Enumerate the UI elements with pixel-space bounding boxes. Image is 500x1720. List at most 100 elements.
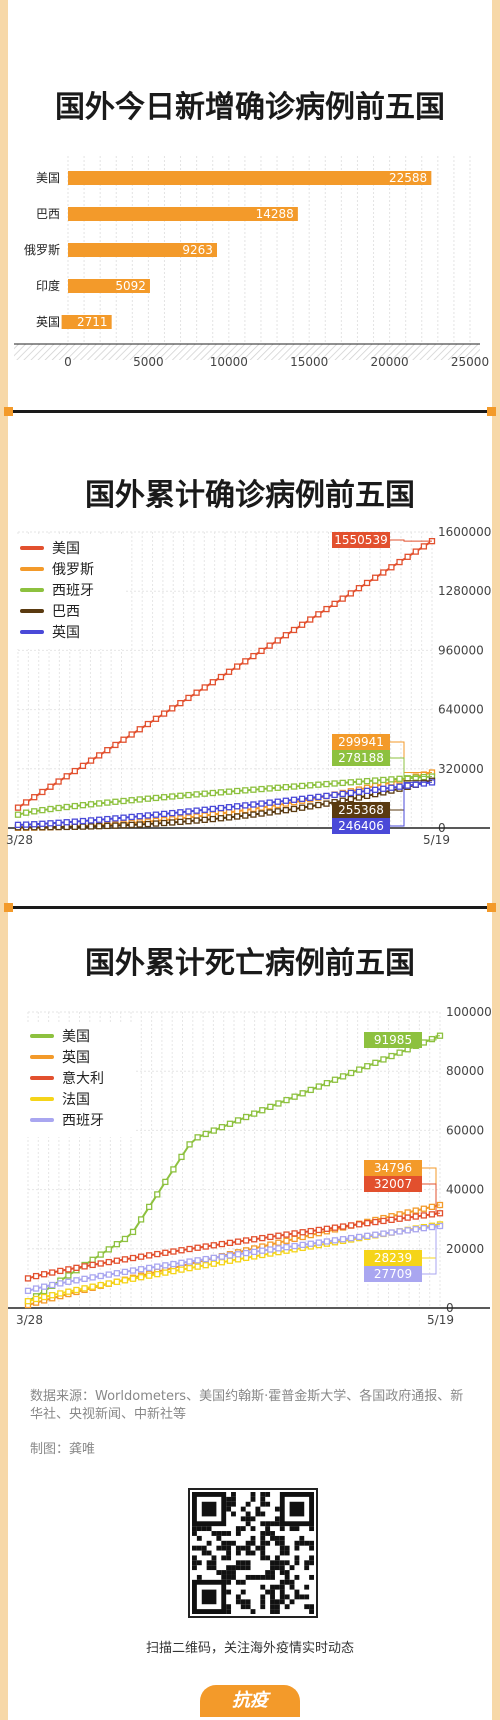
x-tick-label: 5000: [133, 355, 164, 369]
qr-finder-inner: [201, 1589, 217, 1605]
series-point: [267, 1246, 274, 1253]
x-tick-label-end: 5/19: [427, 1313, 454, 1327]
end-label-box: [364, 1032, 422, 1048]
end-label-value: 278188: [338, 751, 384, 765]
series-point: [234, 787, 241, 795]
end-label-leader: [390, 741, 432, 774]
series-point: [323, 605, 330, 613]
series-point: [144, 812, 152, 819]
end-label-value: 1550539: [334, 533, 387, 547]
series-point: [31, 794, 38, 801]
series-point: [347, 1234, 355, 1242]
qr-module: [226, 1545, 232, 1551]
qr-module: [255, 1506, 261, 1512]
series-point: [363, 777, 371, 785]
series-point: [396, 1228, 403, 1235]
series-point: [283, 1237, 290, 1244]
series-point: [63, 819, 70, 826]
qr-module: [304, 1560, 310, 1566]
series-point: [331, 1237, 339, 1244]
series-point: [380, 1056, 387, 1063]
series-point: [209, 679, 216, 686]
series-point: [14, 804, 22, 811]
qr-module: [274, 1540, 280, 1546]
qr-module: [192, 1555, 197, 1561]
chart2-title: 国外累计确诊病例前五国: [85, 478, 415, 513]
chart3-title: 国外累计死亡病例前五国: [85, 946, 415, 981]
series-point: [259, 1107, 266, 1114]
qr-module: [226, 1496, 232, 1502]
series-point: [420, 1224, 427, 1232]
series-point: [258, 647, 265, 655]
qr-module: [226, 1550, 232, 1556]
qr-module: [294, 1574, 300, 1580]
series-point: [331, 791, 338, 799]
qr-module: [279, 1589, 285, 1595]
qr-module: [260, 1599, 266, 1605]
series-point: [282, 632, 290, 639]
series-point: [242, 802, 249, 809]
qr-module: [235, 1531, 241, 1536]
qr-module: [231, 1501, 236, 1507]
series-point: [144, 820, 152, 828]
end-label-value: 255368: [338, 803, 384, 817]
y-tick-label: 80000: [446, 1064, 484, 1078]
series-point: [355, 585, 363, 592]
series-point: [412, 774, 419, 781]
series-point: [32, 1285, 40, 1292]
series-point: [283, 1096, 290, 1104]
y-tick-label: 320000: [438, 762, 484, 776]
series-point: [113, 1257, 121, 1264]
series-point: [169, 819, 176, 826]
axis-band: [14, 344, 480, 360]
qr-module: [274, 1506, 280, 1512]
series-point: [291, 1093, 298, 1100]
series-point: [234, 1251, 242, 1258]
qr-module: [245, 1574, 251, 1580]
qr-module: [309, 1574, 314, 1580]
qr-module: [289, 1565, 295, 1571]
qr-module: [240, 1526, 246, 1532]
qr-module: [274, 1565, 280, 1571]
series-point: [81, 1285, 88, 1292]
qr-module: [284, 1579, 290, 1585]
series-point: [315, 1226, 322, 1234]
y-tick-label: 1280000: [438, 584, 491, 598]
series-point: [186, 1245, 193, 1253]
series-point: [39, 788, 46, 796]
qr-finder-inner: [289, 1501, 305, 1517]
series-point: [275, 1100, 282, 1107]
end-label-leader: [422, 1035, 440, 1041]
qr-module: [284, 1545, 290, 1551]
series-point: [258, 785, 265, 793]
series-point: [412, 548, 419, 555]
qr-module: [309, 1526, 314, 1532]
qr-module: [255, 1574, 261, 1580]
series-point: [41, 1293, 48, 1301]
qr-module: [250, 1550, 256, 1556]
end-label-leader: [390, 781, 432, 827]
series-point: [201, 806, 208, 813]
qr-module: [274, 1604, 280, 1610]
series-point: [258, 810, 265, 817]
series-point: [31, 821, 38, 828]
series-point: [291, 1230, 298, 1237]
qr-module: [231, 1540, 236, 1546]
qr-module: [192, 1545, 197, 1551]
series-point: [298, 795, 306, 802]
qr-code[interactable]: [188, 1488, 318, 1618]
series-point: [323, 1225, 331, 1232]
qr-module: [192, 1560, 197, 1566]
bar-value-label: 5092: [115, 279, 146, 293]
qr-module: [289, 1579, 295, 1585]
series-point: [121, 1256, 129, 1263]
series-point: [339, 790, 346, 798]
series-point: [185, 791, 192, 799]
chart1-title: 国外今日新增确诊病例前五国: [55, 90, 445, 125]
series-point: [364, 1220, 371, 1227]
series-point: [274, 808, 281, 815]
series-point: [218, 1253, 226, 1260]
qr-module: [265, 1574, 271, 1580]
scan-qr-text: 扫描二维码，关注海外疫情实时动态: [145, 1641, 354, 1656]
series-point: [160, 794, 168, 801]
